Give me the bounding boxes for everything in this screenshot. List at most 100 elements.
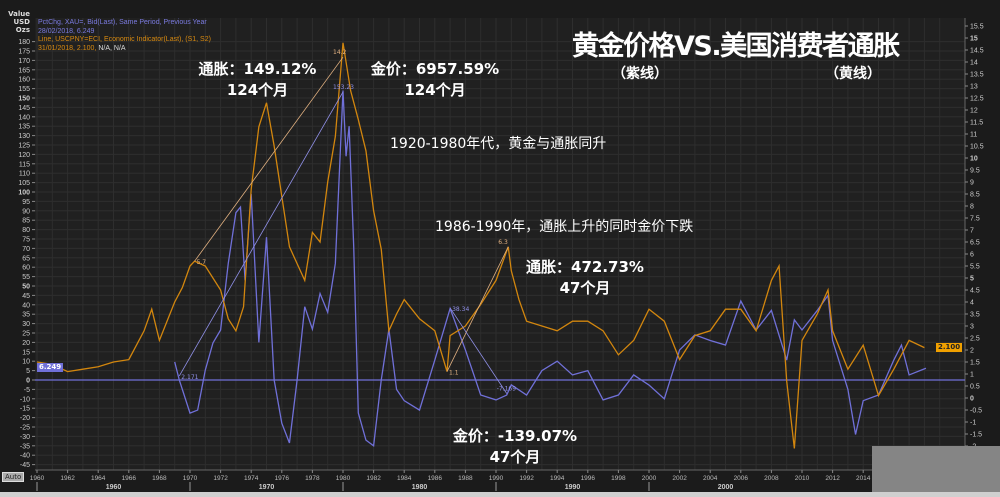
x-tick-label: 2010: [795, 475, 810, 482]
left-tick-label: -45: [20, 462, 30, 469]
subtitle-gold: （紫线）: [612, 66, 668, 82]
left-tick-label: 130: [18, 133, 30, 140]
right-tick-label: 1.5: [970, 360, 980, 367]
annotation-text: 金价：-139.07%: [452, 427, 578, 445]
left-tick-label: -5: [24, 387, 30, 394]
left-tick-label: 70: [22, 246, 30, 253]
annotation-text: 124个月: [226, 81, 289, 99]
left-tick-label: 30: [22, 321, 30, 328]
gold-trend-line: [449, 307, 508, 394]
right-tick-label: 9: [970, 180, 974, 187]
legend-cpi-desc: Line, USCPNY=ECI, Economic Indicator(Las…: [38, 36, 211, 43]
right-tick-label: 0: [970, 396, 974, 403]
left-tick-label: 115: [19, 161, 30, 168]
left-tick-label: 140: [18, 114, 30, 121]
x-tick-label: 2014: [856, 475, 871, 482]
right-tick-label: 2.5: [970, 336, 980, 343]
annotation-text: 通胀：149.12%: [198, 60, 317, 78]
trend-start-label: 38.34: [452, 306, 469, 313]
right-tick-label: 10: [970, 156, 978, 163]
left-tick-label: 95: [22, 199, 30, 206]
x-tick-label: 1990: [489, 475, 504, 482]
left-tick-label: 50: [22, 284, 30, 291]
left-tick-label: 170: [18, 58, 30, 65]
left-tick-label: 60: [22, 265, 30, 272]
note-1920-1980: 1920-1980年代，黄金与通胀同升: [390, 136, 607, 152]
right-tick-label: 8.5: [970, 192, 980, 199]
annotation-gold-1970s: 金价：6957.59% 124个月: [360, 58, 510, 100]
right-tick-label: 9.5: [970, 168, 980, 175]
right-tick-label: 0.5: [970, 384, 980, 391]
right-tick-label: 14: [970, 60, 978, 67]
legend-gold-last: 28/02/2018, 6.249: [38, 27, 95, 35]
right-tick-label: 11.5: [970, 120, 983, 127]
x-tick-label: 1968: [152, 475, 167, 482]
x-tick-label: 2000: [642, 475, 657, 482]
x-tick-label: 1992: [519, 475, 534, 482]
x-tick-label: 1998: [611, 475, 626, 482]
left-tick-label: 175: [18, 49, 30, 56]
axis-header-value: Value: [8, 10, 30, 18]
left-tick-label: 55: [22, 274, 30, 281]
note-1986-1990: 1986-1990年，通胀上升的同时金价下跌: [435, 219, 694, 235]
right-tick-label: 11: [970, 132, 977, 139]
axis-header-ozs: Ozs: [15, 26, 30, 34]
x-major-label: 1980: [412, 484, 428, 491]
legend-cpi-last: 31/01/2018, 2.100,: [38, 44, 97, 52]
x-tick-label: 2002: [672, 475, 687, 482]
trend-end-label: 14.2: [333, 49, 347, 56]
left-tick-label: 145: [18, 105, 30, 112]
right-tick-label: -0.5: [970, 408, 982, 415]
right-tick-label: -1: [970, 420, 976, 427]
left-tick-label: 90: [22, 208, 30, 215]
left-tick-label: 85: [22, 218, 30, 225]
x-tick-label: 1980: [336, 475, 351, 482]
annotation-cpi-1986: 通胀：472.73% 47个月: [520, 256, 650, 298]
trend-end-label: 153.23: [333, 84, 354, 91]
auto-scale-button[interactable]: Auto: [2, 472, 25, 482]
annotation-gold-1986: 金价：-139.07% 47个月: [445, 425, 585, 467]
trend-end-label: -7.169: [497, 385, 517, 392]
left-tick-label: 125: [18, 143, 30, 150]
legend: PctChg, XAU=, Bid(Last), Same Period, Pr…: [38, 19, 211, 53]
right-tick-label: 13: [970, 84, 978, 91]
x-tick-label: 1984: [397, 475, 412, 482]
overlay-block: [872, 446, 1000, 497]
annotation-text: 通胀：472.73%: [526, 258, 644, 276]
right-tick-label: 15: [970, 36, 978, 43]
left-tick-label: -35: [20, 443, 30, 450]
left-tick-label: 80: [22, 227, 30, 234]
right-tick-label: 15.5: [970, 24, 984, 31]
left-tick-label: 110: [19, 171, 30, 178]
right-tick-label: 8: [970, 204, 974, 211]
x-tick-label: 1974: [244, 475, 259, 482]
left-tick-label: -10: [20, 396, 30, 403]
x-tick-label: 1976: [275, 475, 290, 482]
x-tick-label: 1994: [550, 475, 565, 482]
gold-last-value-badge: 6.249: [37, 363, 64, 372]
x-major-label: 1960: [106, 484, 122, 491]
right-tick-label: 6.5: [970, 240, 980, 247]
annotation-text: 47个月: [559, 279, 611, 297]
left-tick-label: 135: [18, 124, 30, 131]
right-tick-label: 14.5: [970, 48, 984, 55]
left-tick-label: 10: [22, 359, 30, 366]
trend-start-label: 2.171: [181, 374, 198, 381]
right-tick-label: 4: [970, 300, 974, 307]
cpi-series-line: [36, 42, 925, 449]
chart-title: 黄金价格VS.美国消费者通胀: [572, 31, 900, 62]
x-tick-label: 1966: [122, 475, 137, 482]
annotation-text: 金价：6957.59%: [370, 60, 500, 78]
right-tick-label: 4.5: [970, 288, 980, 295]
x-tick-label: 1982: [366, 475, 381, 482]
right-tick-label: 2: [970, 348, 974, 355]
x-tick-label: 2006: [734, 475, 749, 482]
left-tick-label: 35: [22, 312, 30, 319]
left-tick-label: -15: [20, 406, 30, 413]
trend-start-label: 5.7: [197, 259, 207, 266]
right-tick-label: 12.5: [970, 96, 984, 103]
trend-start-label: 1.1: [449, 370, 459, 377]
right-tick-label: 10.5: [970, 144, 984, 151]
x-tick-label: 2008: [764, 475, 779, 482]
